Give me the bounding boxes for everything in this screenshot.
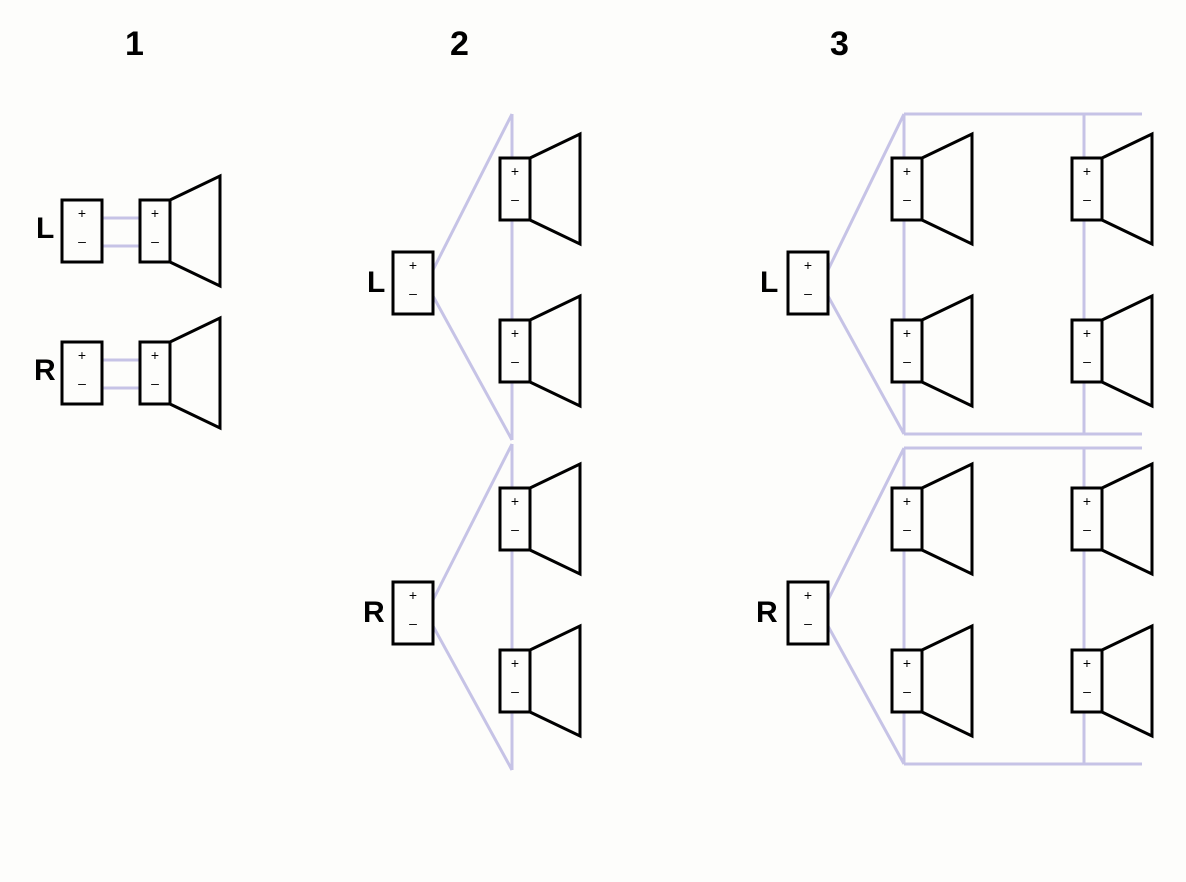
channel-label: L — [760, 266, 778, 299]
plus-symbol: + — [1083, 655, 1091, 671]
column-heading: 1 — [125, 25, 144, 63]
minus-symbol: – — [1083, 353, 1091, 369]
channel-label: L — [36, 212, 54, 245]
minus-symbol: – — [1083, 521, 1091, 537]
speaker-horn-icon — [530, 134, 580, 244]
plus-symbol: + — [1083, 325, 1091, 341]
speaker-horn-icon — [922, 296, 972, 406]
plus-symbol: + — [903, 163, 911, 179]
minus-symbol: – — [511, 683, 519, 699]
speaker-horn-icon — [530, 296, 580, 406]
plus-symbol: + — [151, 347, 159, 363]
speaker-horn-icon — [170, 176, 220, 286]
speaker-horn-icon — [922, 134, 972, 244]
plus-symbol: + — [903, 325, 911, 341]
speaker-horn-icon — [922, 464, 972, 574]
plus-symbol: + — [511, 655, 519, 671]
speaker-horn-icon — [530, 626, 580, 736]
plus-symbol: + — [409, 257, 417, 273]
minus-symbol: – — [78, 375, 86, 391]
minus-symbol: – — [804, 285, 812, 301]
plus-symbol: + — [804, 587, 812, 603]
channel-label: L — [367, 266, 385, 299]
speaker-horn-icon — [1102, 296, 1152, 406]
wire-layer — [102, 114, 1142, 770]
speaker-horn-icon — [170, 318, 220, 428]
plus-symbol: + — [1083, 163, 1091, 179]
speaker-horn-icon — [922, 626, 972, 736]
column-heading: 3 — [830, 25, 849, 63]
minus-symbol: – — [511, 521, 519, 537]
channel-label: R — [34, 354, 56, 387]
plus-symbol: + — [903, 655, 911, 671]
plus-symbol: + — [511, 163, 519, 179]
channel-label: R — [363, 596, 385, 629]
channel-label: R — [756, 596, 778, 629]
minus-symbol: – — [1083, 191, 1091, 207]
minus-symbol: – — [151, 375, 159, 391]
speaker-horn-icon — [1102, 134, 1152, 244]
speaker-horn-icon — [1102, 626, 1152, 736]
plus-symbol: + — [78, 205, 86, 221]
minus-symbol: – — [151, 233, 159, 249]
minus-symbol: – — [409, 285, 417, 301]
text-layer: 1 2 3 L R L R L R — [34, 25, 849, 629]
plus-symbol: + — [804, 257, 812, 273]
plus-symbol: + — [511, 325, 519, 341]
minus-symbol: – — [409, 615, 417, 631]
column-heading: 2 — [450, 25, 469, 63]
plus-symbol: + — [409, 587, 417, 603]
minus-symbol: – — [804, 615, 812, 631]
minus-symbol: – — [1083, 683, 1091, 699]
speaker-horn-icon — [530, 464, 580, 574]
minus-symbol: – — [903, 191, 911, 207]
plus-symbol: + — [903, 493, 911, 509]
minus-symbol: – — [903, 521, 911, 537]
minus-symbol: – — [78, 233, 86, 249]
plus-symbol: + — [511, 493, 519, 509]
plus-symbol: + — [151, 205, 159, 221]
plus-symbol: + — [78, 347, 86, 363]
minus-symbol: – — [903, 683, 911, 699]
wiring-diagram: + – + – + – + – + – + – + – + – + – + – + – + – + – + – + – + – + – + – + – + –… — [0, 0, 1186, 882]
speaker-horn-icon — [1102, 464, 1152, 574]
minus-symbol: – — [511, 191, 519, 207]
minus-symbol: – — [903, 353, 911, 369]
plus-symbol: + — [1083, 493, 1091, 509]
minus-symbol: – — [511, 353, 519, 369]
